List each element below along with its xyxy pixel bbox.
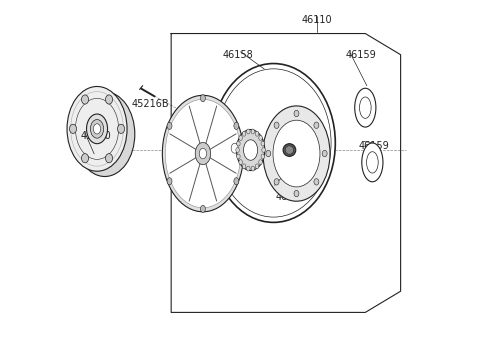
Ellipse shape: [231, 143, 238, 153]
Ellipse shape: [195, 143, 211, 164]
Ellipse shape: [314, 122, 319, 128]
Text: 45216B: 45216B: [131, 99, 169, 109]
Ellipse shape: [228, 138, 242, 158]
Ellipse shape: [266, 150, 271, 157]
Ellipse shape: [216, 69, 331, 217]
Ellipse shape: [82, 95, 89, 104]
Ellipse shape: [212, 64, 336, 222]
Ellipse shape: [75, 92, 135, 176]
Ellipse shape: [255, 164, 259, 169]
Ellipse shape: [237, 130, 264, 170]
Ellipse shape: [294, 190, 299, 197]
Ellipse shape: [237, 154, 240, 159]
Ellipse shape: [285, 146, 294, 154]
Ellipse shape: [273, 120, 320, 187]
Ellipse shape: [236, 148, 240, 152]
Ellipse shape: [251, 129, 254, 134]
Ellipse shape: [239, 160, 242, 164]
Ellipse shape: [362, 143, 383, 182]
Ellipse shape: [263, 106, 330, 201]
Ellipse shape: [67, 86, 127, 171]
Ellipse shape: [234, 122, 239, 130]
Ellipse shape: [259, 160, 262, 164]
Ellipse shape: [106, 95, 113, 104]
Ellipse shape: [234, 178, 239, 185]
Text: 46159: 46159: [358, 141, 389, 151]
Ellipse shape: [360, 97, 371, 118]
Ellipse shape: [70, 124, 77, 133]
Ellipse shape: [201, 205, 205, 213]
Ellipse shape: [261, 141, 264, 146]
Text: 46158: 46158: [223, 50, 253, 60]
Ellipse shape: [165, 100, 240, 208]
Text: 46159: 46159: [346, 50, 377, 60]
Ellipse shape: [314, 179, 319, 185]
Text: 46155: 46155: [276, 192, 306, 202]
Ellipse shape: [262, 148, 265, 152]
Ellipse shape: [106, 154, 113, 163]
Ellipse shape: [294, 110, 299, 117]
Text: 45100: 45100: [81, 131, 111, 140]
Ellipse shape: [355, 88, 376, 127]
Ellipse shape: [90, 120, 104, 138]
Ellipse shape: [242, 131, 246, 136]
Ellipse shape: [255, 131, 259, 136]
Text: 46110: 46110: [301, 15, 332, 25]
Ellipse shape: [247, 166, 250, 171]
Ellipse shape: [259, 136, 262, 140]
Ellipse shape: [86, 114, 108, 144]
Ellipse shape: [94, 124, 101, 134]
Ellipse shape: [239, 136, 242, 140]
Ellipse shape: [242, 164, 246, 169]
Ellipse shape: [367, 152, 378, 173]
Ellipse shape: [251, 166, 254, 171]
Ellipse shape: [167, 178, 172, 185]
Ellipse shape: [274, 179, 279, 185]
Text: 46131: 46131: [171, 155, 202, 164]
Ellipse shape: [162, 95, 243, 212]
Ellipse shape: [283, 144, 296, 156]
Ellipse shape: [322, 150, 327, 157]
Ellipse shape: [199, 148, 206, 159]
Ellipse shape: [237, 141, 240, 146]
Ellipse shape: [118, 124, 125, 133]
Ellipse shape: [243, 140, 258, 160]
Ellipse shape: [201, 95, 205, 102]
Ellipse shape: [167, 122, 172, 130]
Ellipse shape: [82, 154, 89, 163]
Ellipse shape: [261, 154, 264, 159]
Ellipse shape: [247, 129, 250, 134]
Ellipse shape: [274, 122, 279, 128]
